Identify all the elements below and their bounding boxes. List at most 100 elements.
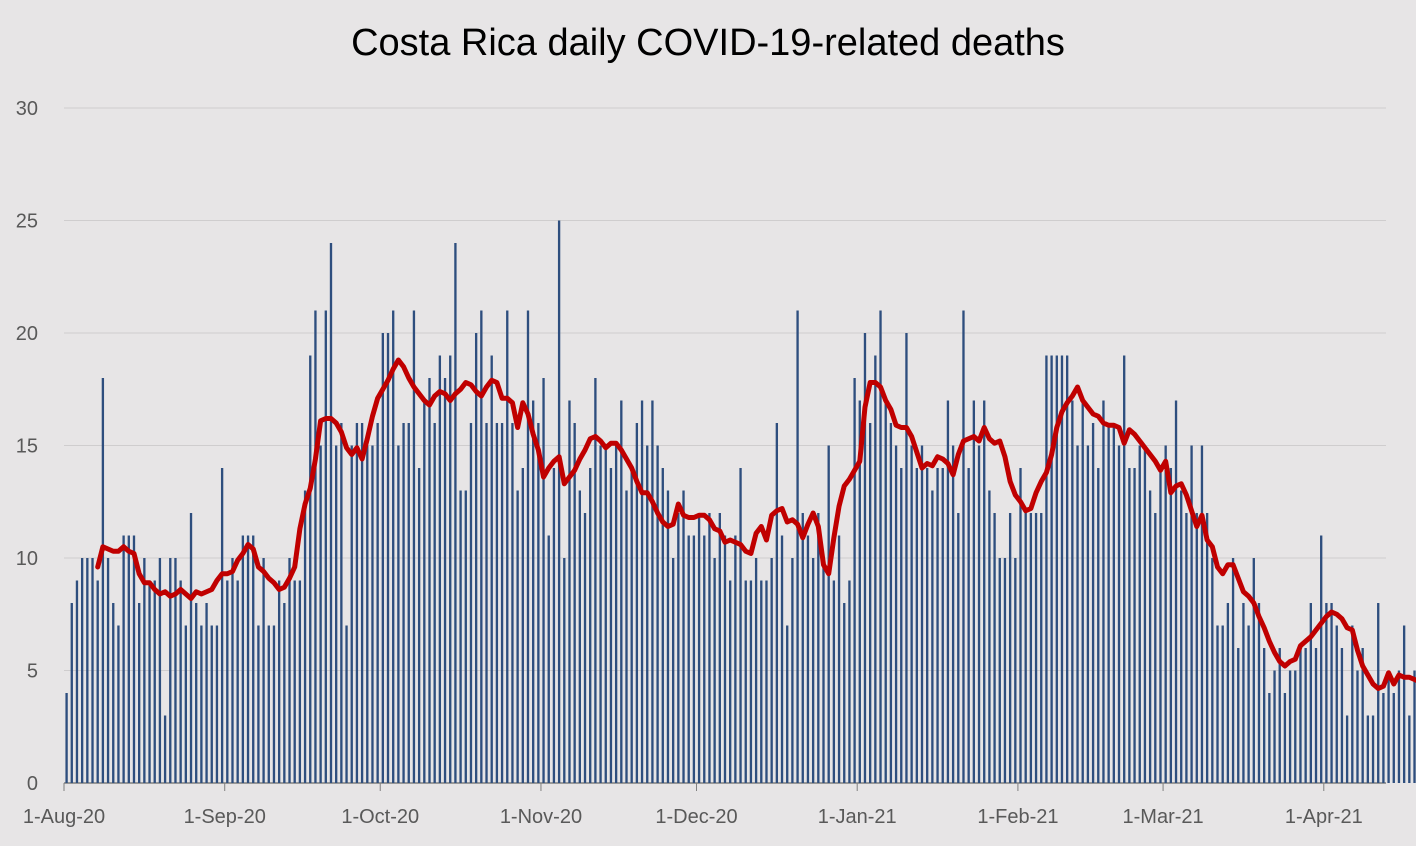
x-tick-label: 1-Apr-21 [1285,806,1363,828]
bar [832,580,836,783]
bar [521,468,524,783]
bar [257,625,260,783]
bar [594,378,597,783]
y-tick-label: 5 [27,661,38,683]
bar [495,423,499,783]
bar [1288,670,1292,783]
y-tick-label: 0 [27,773,38,795]
bar [1024,513,1027,783]
bar [806,535,810,783]
bar [1392,693,1395,783]
bar [630,468,633,783]
bar [464,490,467,783]
bar [1408,715,1411,783]
bar [703,535,706,783]
bar [210,625,213,783]
bar [314,310,317,783]
bar [277,580,281,783]
bar [1413,670,1416,783]
bar [412,310,416,783]
bar [1174,400,1178,783]
bar [640,400,644,783]
bar [708,513,711,783]
bar [1014,558,1017,783]
y-tick-label: 15 [16,436,38,458]
bar [148,580,151,783]
bar [459,490,462,783]
bar [267,625,270,783]
bar [853,378,856,783]
bar [1304,648,1307,783]
bar [957,513,960,783]
bar [936,468,939,783]
bar [397,445,400,783]
bar [1397,670,1401,783]
bar [1133,468,1136,783]
bar [1361,648,1364,783]
bar [1382,693,1385,783]
bar [1008,513,1012,783]
bar [236,580,239,783]
bar [967,468,970,783]
bar [1185,513,1188,783]
bar [220,468,224,783]
bar [360,423,364,783]
bar [1060,355,1064,783]
bar [324,310,327,783]
bar [1040,513,1043,783]
bar [112,603,115,783]
bar [951,445,955,783]
bar [1019,468,1022,783]
bar [1045,355,1048,783]
bar [101,378,105,783]
bar [433,423,436,783]
bar [417,468,421,783]
bar [138,603,141,783]
bar [1148,490,1152,783]
bar [179,580,182,783]
bar [454,243,457,783]
bar [1138,445,1141,783]
bar [1278,648,1281,783]
bar [542,378,545,783]
bar [1003,558,1007,783]
bar [402,423,405,783]
bar [915,468,918,783]
bar [1091,423,1095,783]
bar [765,580,768,783]
bar [158,558,162,783]
bar [817,513,820,783]
bar [889,423,893,783]
bar [122,535,125,783]
x-tick-label: 1-Dec-20 [655,806,737,828]
bar [189,513,193,783]
bar [376,423,379,783]
bar [604,445,607,783]
bar [1231,558,1235,783]
bar [1320,535,1323,783]
bar [1112,423,1115,783]
bar [552,468,556,783]
bar [988,490,991,783]
bar [303,490,307,783]
bar [1107,423,1110,783]
bar [894,445,898,783]
x-tick-label: 1-Jan-21 [818,806,897,828]
bar [900,468,903,783]
bar [791,558,794,783]
bar [1123,355,1126,783]
bar [671,558,675,783]
bar [1076,445,1079,783]
bar [506,310,509,783]
bar [1299,648,1302,783]
bar [998,558,1001,783]
bar [1340,648,1344,783]
bar [754,558,758,783]
bar [423,400,426,783]
bar [568,400,571,783]
bar [827,445,830,783]
bar [770,558,773,783]
bar [1117,445,1121,783]
bar [920,445,924,783]
bar [977,445,981,783]
